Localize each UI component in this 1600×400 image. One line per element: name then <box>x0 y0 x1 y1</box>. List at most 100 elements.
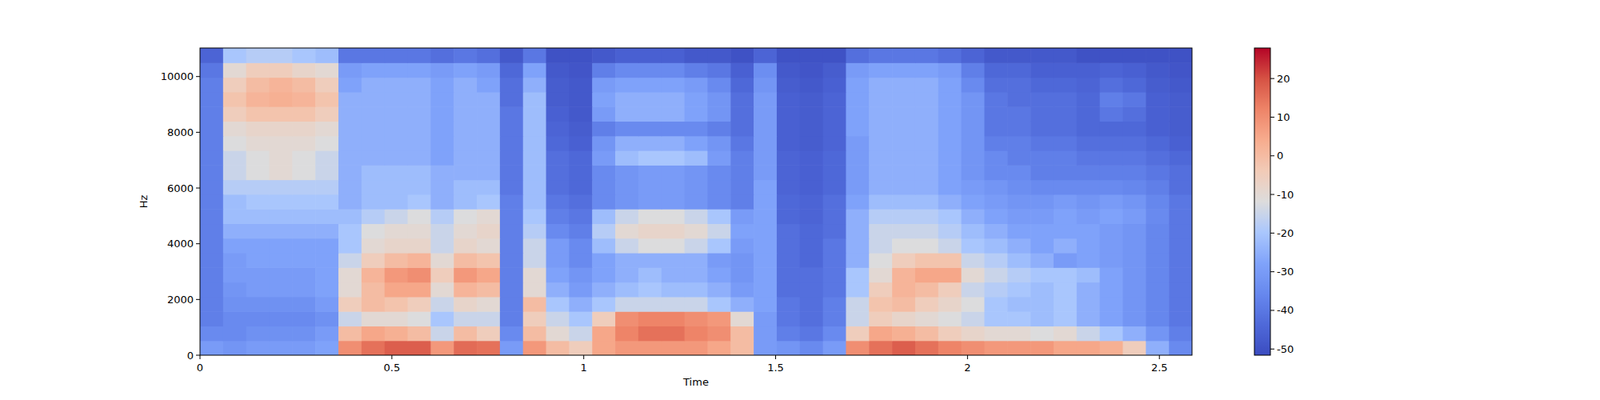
cell <box>1076 136 1100 152</box>
y-tick <box>196 299 200 300</box>
cell <box>361 106 385 122</box>
cell <box>1007 106 1031 122</box>
cell <box>615 325 639 341</box>
cell <box>1168 296 1192 312</box>
cell <box>1145 194 1169 210</box>
cell <box>500 180 524 196</box>
cell <box>868 180 892 196</box>
cell <box>1076 252 1100 268</box>
cell <box>315 311 339 327</box>
cell <box>453 120 477 136</box>
cell <box>707 208 731 224</box>
cell <box>408 164 432 180</box>
cell <box>1053 252 1077 268</box>
y-tick <box>196 243 200 244</box>
cell <box>823 311 847 327</box>
cell <box>1076 48 1100 64</box>
cell <box>615 92 639 108</box>
cell <box>200 180 224 196</box>
cell <box>269 194 293 210</box>
cell <box>1145 136 1169 152</box>
cells <box>200 48 1192 356</box>
cell <box>1100 150 1124 166</box>
cell <box>661 267 685 283</box>
cell <box>384 208 408 224</box>
cell <box>776 340 800 356</box>
cell <box>938 325 962 341</box>
cell <box>500 48 524 64</box>
cell <box>200 223 224 239</box>
cell <box>1145 180 1169 196</box>
cell <box>1100 136 1124 152</box>
cell <box>915 208 939 224</box>
cell <box>200 136 224 152</box>
cell <box>568 340 592 356</box>
cell <box>546 311 570 327</box>
cell <box>1100 180 1124 196</box>
x-tick-label: 1.5 <box>767 361 784 374</box>
cell <box>1122 208 1146 224</box>
cell <box>1030 282 1054 298</box>
cell <box>845 136 869 152</box>
cell <box>707 77 731 93</box>
cell <box>800 223 824 239</box>
cell <box>223 62 247 78</box>
cell <box>1053 238 1077 254</box>
cell <box>523 282 547 298</box>
cell <box>246 48 270 64</box>
cell <box>361 238 385 254</box>
cell <box>500 223 524 239</box>
cell <box>984 223 1008 239</box>
cell <box>361 92 385 108</box>
cell <box>707 150 731 166</box>
cell <box>1007 296 1031 312</box>
cell <box>1100 223 1124 239</box>
cell <box>800 62 824 78</box>
cell <box>868 325 892 341</box>
cell <box>961 62 985 78</box>
cell <box>915 150 939 166</box>
cell <box>1053 77 1077 93</box>
cell <box>500 136 524 152</box>
cell <box>661 48 685 64</box>
cell <box>684 150 708 166</box>
cell <box>1007 136 1031 152</box>
cell <box>246 252 270 268</box>
cell <box>246 296 270 312</box>
cell <box>223 296 247 312</box>
cell <box>661 194 685 210</box>
cell <box>500 282 524 298</box>
cell <box>868 164 892 180</box>
cell <box>1030 48 1054 64</box>
cell <box>1100 208 1124 224</box>
cell <box>684 77 708 93</box>
cell <box>615 208 639 224</box>
cell <box>223 150 247 166</box>
cell <box>592 77 616 93</box>
cell <box>776 164 800 180</box>
cell <box>1168 48 1192 64</box>
cell <box>453 164 477 180</box>
cell <box>361 311 385 327</box>
cell <box>523 106 547 122</box>
cell <box>384 120 408 136</box>
cell <box>638 120 662 136</box>
cell <box>638 325 662 341</box>
cell <box>315 48 339 64</box>
cell <box>592 150 616 166</box>
cell <box>638 238 662 254</box>
cell <box>800 208 824 224</box>
cell <box>453 62 477 78</box>
cell <box>223 136 247 152</box>
cell <box>638 194 662 210</box>
cell <box>430 325 454 341</box>
y-tick <box>196 188 200 189</box>
cell <box>523 62 547 78</box>
cell <box>1168 62 1192 78</box>
cell <box>1145 252 1169 268</box>
cell <box>892 62 916 78</box>
cell <box>800 77 824 93</box>
colorbar <box>1254 48 1271 356</box>
cell <box>1168 194 1192 210</box>
cell <box>568 48 592 64</box>
